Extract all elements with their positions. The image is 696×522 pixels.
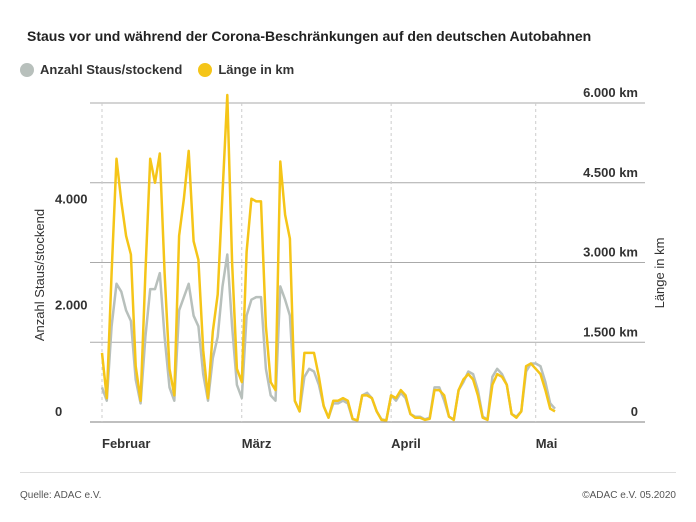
x-tick-label: Mai [536,436,558,451]
series-line-count [100,253,556,422]
legend-item-count: Anzahl Staus/stockend [20,62,182,77]
source-note: Quelle: ADAC e.V. [20,490,102,501]
right-tick-label: 6.000 km [583,85,638,100]
legend-swatch-gray [20,62,34,77]
left-tick-label: 4.000 [55,191,88,206]
right-tick-label: 1.500 km [583,324,638,339]
right-tick-label: 4.500 km [583,165,638,180]
legend-label-length: Länge in km [218,62,295,77]
x-tick-label: März [242,436,272,451]
chart-title: Staus vor und während der Corona-Beschrä… [27,28,592,44]
right-tick-label: 0 [631,404,638,419]
series-line-length [100,93,556,422]
legend-item-length: Länge in km [198,62,294,77]
copyright-note: ©ADAC e.V. 05.2020 [582,490,676,501]
left-tick-label: 0 [55,404,62,419]
y-axis-title-left: Anzahl Staus/stockend [32,209,47,341]
legend: Anzahl Staus/stockend Länge in km [20,62,310,77]
x-tick-label: April [391,436,421,451]
y-axis-title-right: Länge in km [652,238,667,309]
x-tick-label: Februar [102,436,150,451]
legend-label-count: Anzahl Staus/stockend [40,62,183,77]
legend-swatch-yellow [198,62,213,77]
footer-divider [20,472,676,473]
left-tick-label: 2.000 [55,298,88,313]
right-tick-label: 3.000 km [583,245,638,260]
